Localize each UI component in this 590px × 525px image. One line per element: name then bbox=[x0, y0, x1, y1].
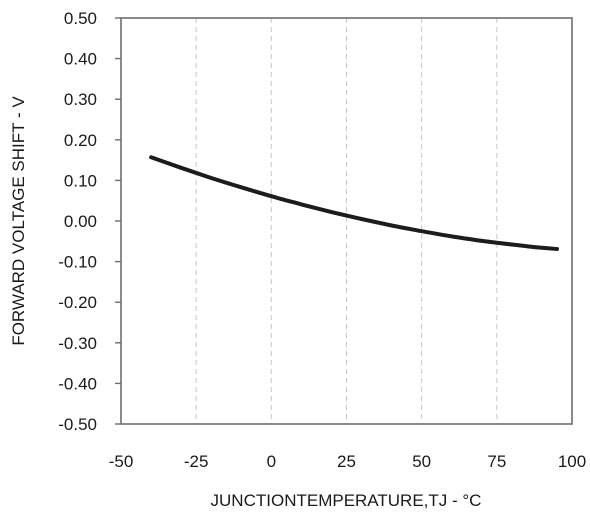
x-tick-label: 75 bbox=[487, 452, 506, 471]
y-tick-label: 0.00 bbox=[64, 212, 97, 231]
x-axis-title: JUNCTIONTEMPERATURE,TJ - °C bbox=[211, 491, 482, 510]
y-tick-label: 0.20 bbox=[64, 131, 97, 150]
y-tick-label: 0.40 bbox=[64, 50, 97, 69]
x-tick-label: 100 bbox=[558, 452, 586, 471]
y-axis-title: FORWARD VOLTAGE SHIFT - V bbox=[9, 96, 28, 346]
y-tick-label: 0.50 bbox=[64, 9, 97, 28]
y-tick-label: -0.10 bbox=[58, 253, 97, 272]
grid-lines bbox=[195, 18, 498, 424]
x-tick-label: 50 bbox=[412, 452, 431, 471]
x-tick-label: -25 bbox=[184, 452, 209, 471]
y-tick-label: 0.10 bbox=[64, 171, 97, 190]
x-axis-ticks: -50 -25 0 25 50 75 100 bbox=[109, 452, 586, 471]
x-tick-label: 0 bbox=[267, 452, 276, 471]
y-tick-label: -0.20 bbox=[58, 293, 97, 312]
series-line bbox=[149, 155, 559, 251]
y-tick-label: -0.50 bbox=[58, 415, 97, 434]
y-axis-ticks: 0.50 0.40 0.30 0.20 0.10 0.00 -0.10 -0.20 -0.30 -… bbox=[58, 9, 121, 434]
y-tick-label: -0.30 bbox=[58, 334, 97, 353]
x-tick-label: 25 bbox=[337, 452, 356, 471]
y-tick-label: -0.40 bbox=[58, 374, 97, 393]
y-tick-label: 0.30 bbox=[64, 90, 97, 109]
x-tick-label: -50 bbox=[109, 452, 134, 471]
